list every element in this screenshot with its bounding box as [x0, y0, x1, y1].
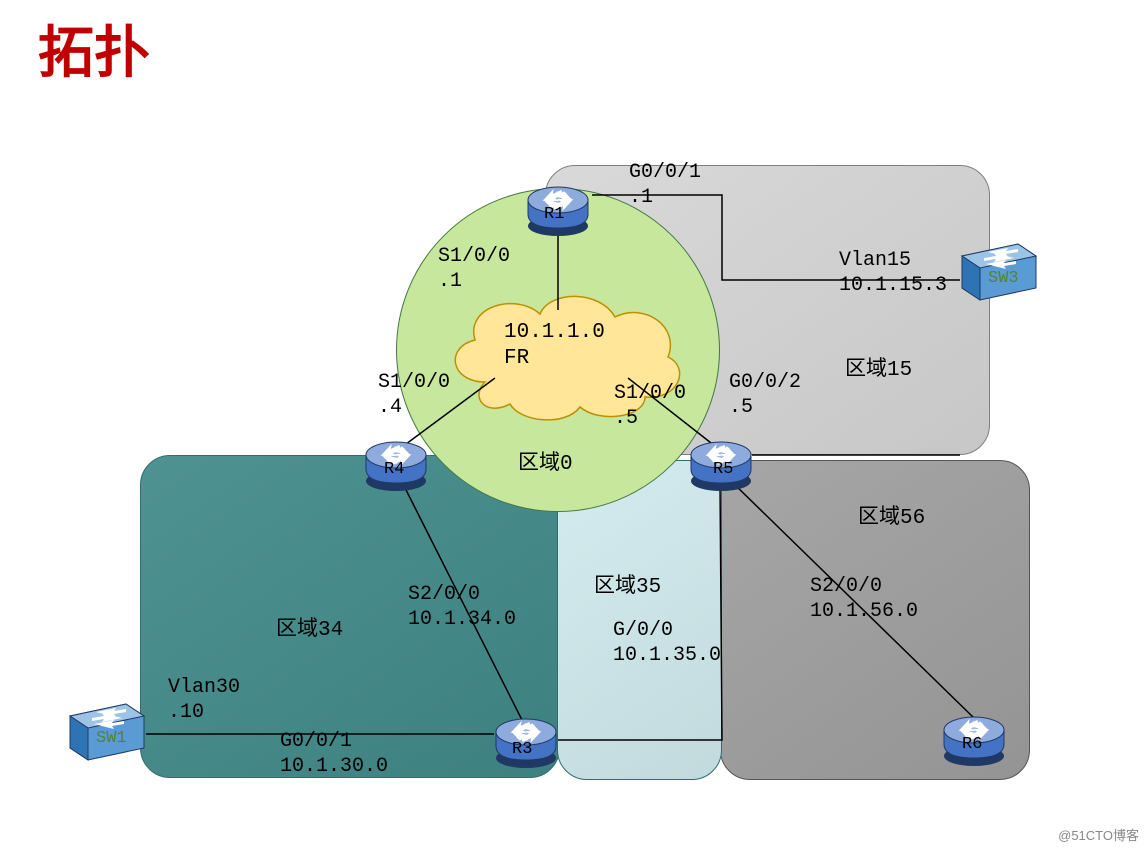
- iface-label-l_g000: G/0/0 10.1.35.0: [613, 618, 721, 668]
- iface-label-l_s100_4: S1/0/0 .4: [378, 370, 450, 420]
- router-r3-icon: [490, 702, 562, 774]
- area-label-a15: 区域15: [845, 358, 912, 384]
- node-label-R4: R4: [384, 459, 404, 480]
- page-title: 拓扑: [38, 8, 150, 89]
- iface-label-l_vlan15: Vlan15 10.1.15.3: [839, 248, 947, 298]
- node-label-SW3: SW3: [988, 268, 1019, 289]
- node-label-R1: R1: [544, 204, 564, 225]
- node-label-R5: R5: [713, 459, 733, 480]
- node-label-SW1: SW1: [96, 728, 127, 749]
- iface-label-l_s200_56: S2/0/0 10.1.56.0: [810, 574, 918, 624]
- area-label-a34: 区域34: [276, 618, 343, 644]
- iface-label-l_g001_30: G0/0/1 10.1.30.0: [280, 729, 388, 779]
- iface-label-l_g001_1: G0/0/1 .1: [629, 160, 701, 210]
- iface-label-l_s200_34: S2/0/0 10.1.34.0: [408, 582, 516, 632]
- iface-label-l_g002_5: G0/0/2 .5: [729, 370, 801, 420]
- node-label-R3: R3: [512, 739, 532, 760]
- cloud-label: 10.1.1.0 FR: [504, 320, 605, 373]
- iface-label-l_s100_5: S1/0/0 .5: [614, 381, 686, 431]
- node-label-R6: R6: [962, 734, 982, 755]
- watermark: @51CTO博客: [1058, 825, 1139, 844]
- area-label-a0: 区域0: [518, 452, 573, 478]
- area-label-a56: 区域56: [858, 506, 925, 532]
- area-label-a35: 区域35: [594, 575, 661, 601]
- iface-label-l_vlan30: Vlan30 .10: [168, 675, 240, 725]
- iface-label-l_s100_1: S1/0/0 .1: [438, 244, 510, 294]
